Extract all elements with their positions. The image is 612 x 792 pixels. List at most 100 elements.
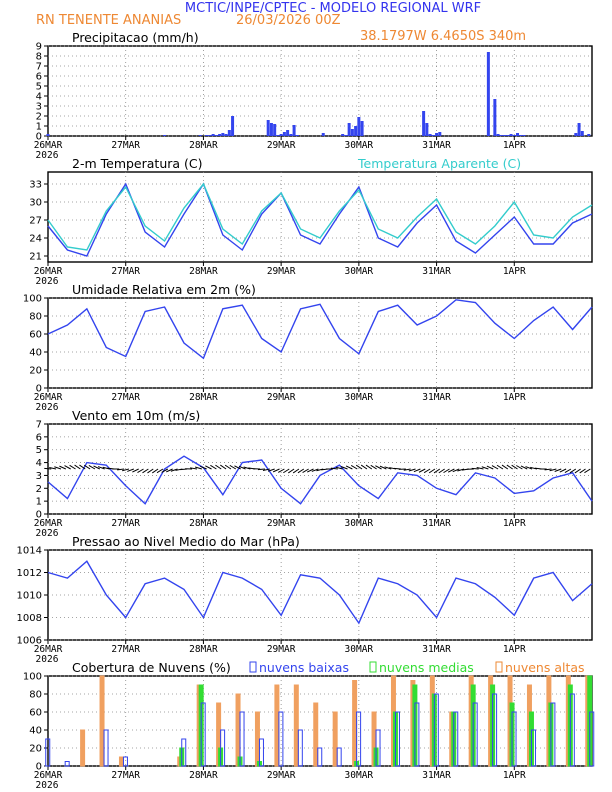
- wind-barb: [365, 464, 373, 470]
- wind-barb: [220, 464, 227, 470]
- precip-bar: [292, 125, 296, 136]
- precip-bar: [214, 135, 218, 136]
- precip-bar: [503, 135, 507, 136]
- precip-bar: [286, 130, 290, 136]
- y-tick-label: 9: [36, 42, 42, 53]
- y-tick-label: 20: [29, 366, 42, 377]
- wind-barb: [375, 465, 382, 470]
- cloud-bar-2: [313, 702, 319, 767]
- y-tick-label: 5: [36, 445, 42, 456]
- x-tick-label: 26MAR: [34, 770, 63, 781]
- precip-bar: [486, 52, 490, 136]
- wind-barb: [205, 465, 212, 470]
- wind-barb: [278, 468, 285, 473]
- wind-line: [47, 455, 593, 505]
- wind-barb: [210, 464, 217, 470]
- precip-bar: [522, 135, 526, 136]
- y-tick-label: 40: [29, 348, 42, 359]
- x-year-label: 2026: [36, 402, 59, 413]
- wind-barb: [122, 468, 130, 472]
- precip-bar: [506, 135, 510, 136]
- precip-bar: [276, 135, 280, 136]
- wind-barb: [549, 468, 557, 472]
- y-tick-label: 20: [29, 744, 42, 755]
- wind-barb: [433, 468, 441, 474]
- x-tick-label: 26MAR: [34, 518, 63, 529]
- cloud-bar-0: [530, 729, 536, 767]
- wind-barb: [355, 464, 363, 470]
- x-tick-label: 29MAR: [267, 266, 296, 277]
- y-tick-label: 80: [29, 312, 42, 323]
- wind-barb: [229, 464, 237, 470]
- cloud-bar-0: [317, 747, 323, 767]
- legend-apparent-temp: Temperatura Aparente (C): [357, 156, 521, 171]
- wind-barb: [403, 468, 411, 471]
- wind-barb: [564, 468, 572, 473]
- y-tick-label: 60: [29, 330, 42, 341]
- wind-barb: [384, 466, 392, 470]
- cloud-bar-0: [103, 729, 109, 767]
- x-tick-label: 27MAR: [111, 140, 140, 151]
- precip-bar: [587, 134, 591, 136]
- wind-barb: [335, 466, 343, 470]
- x-year-label: 2026: [36, 150, 59, 161]
- x-tick-label: 1APR: [503, 644, 526, 655]
- cloud-bar-2: [254, 711, 260, 767]
- wind-barb: [360, 464, 368, 470]
- wind-barb: [491, 465, 499, 470]
- y-tick-label: 3: [36, 471, 42, 482]
- y-tick-label: 4: [36, 458, 42, 469]
- x-tick-label: 28MAR: [189, 518, 218, 529]
- x-tick-label: 28MAR: [189, 644, 218, 655]
- precip-bar: [344, 135, 348, 136]
- wind-barb: [476, 467, 484, 470]
- y-tick-label: 100: [23, 294, 42, 305]
- x-tick-label: 26MAR: [34, 644, 63, 655]
- panel-frame-temperature: [47, 171, 593, 263]
- panel-title-humidity: Umidade Relativa em 2m (%): [72, 282, 256, 297]
- wind-barb: [559, 468, 567, 473]
- x-tick-label: 26MAR: [34, 140, 63, 151]
- x-tick-label: 27MAR: [111, 266, 140, 277]
- wind-barb: [194, 466, 202, 470]
- wind-barb: [267, 468, 275, 472]
- cloud-bar-2: [235, 693, 241, 767]
- wind-barb: [88, 465, 96, 470]
- panel-frame-humidity: [47, 297, 593, 389]
- cloud-bar-2: [99, 675, 105, 767]
- header-run-time: 26/03/2026 00Z: [236, 13, 341, 28]
- wind-barb: [370, 464, 377, 470]
- y-tick-label: 6: [36, 72, 42, 83]
- y-tick-label: 27: [29, 216, 42, 227]
- precip-bar: [428, 134, 432, 136]
- wind-barb: [345, 465, 353, 470]
- precip-bar: [198, 135, 202, 136]
- x-tick-label: 29MAR: [267, 770, 296, 781]
- cloud-bar-2: [118, 756, 124, 767]
- precip-bar: [266, 120, 270, 136]
- precip-bar: [493, 99, 497, 136]
- cloud-bar-0: [550, 702, 556, 767]
- wind-barb: [428, 468, 436, 474]
- wind-barb: [418, 468, 426, 473]
- precip-bar: [577, 123, 581, 136]
- cloud-bar-2: [274, 684, 280, 767]
- y-tick-label: 40: [29, 726, 42, 737]
- cloud-bar-0: [181, 738, 187, 767]
- cloud-bar-0: [64, 761, 70, 767]
- wind-barb: [147, 468, 154, 474]
- cloud-bar-0: [278, 711, 284, 767]
- wind-barb: [49, 467, 57, 470]
- y-tick-label: 6: [36, 432, 42, 443]
- wind-barb: [93, 465, 101, 470]
- wind-barb: [297, 468, 305, 474]
- temp-line-1: [47, 182, 593, 251]
- y-tick-label: 5: [36, 82, 42, 93]
- wind-barb: [569, 468, 577, 474]
- wind-barb: [288, 468, 295, 474]
- y-tick-label: 60: [29, 708, 42, 719]
- cloud-bar-2: [352, 680, 358, 767]
- cloud-bar-0: [356, 711, 362, 767]
- precip-bar: [163, 135, 167, 136]
- wind-barb: [292, 468, 300, 474]
